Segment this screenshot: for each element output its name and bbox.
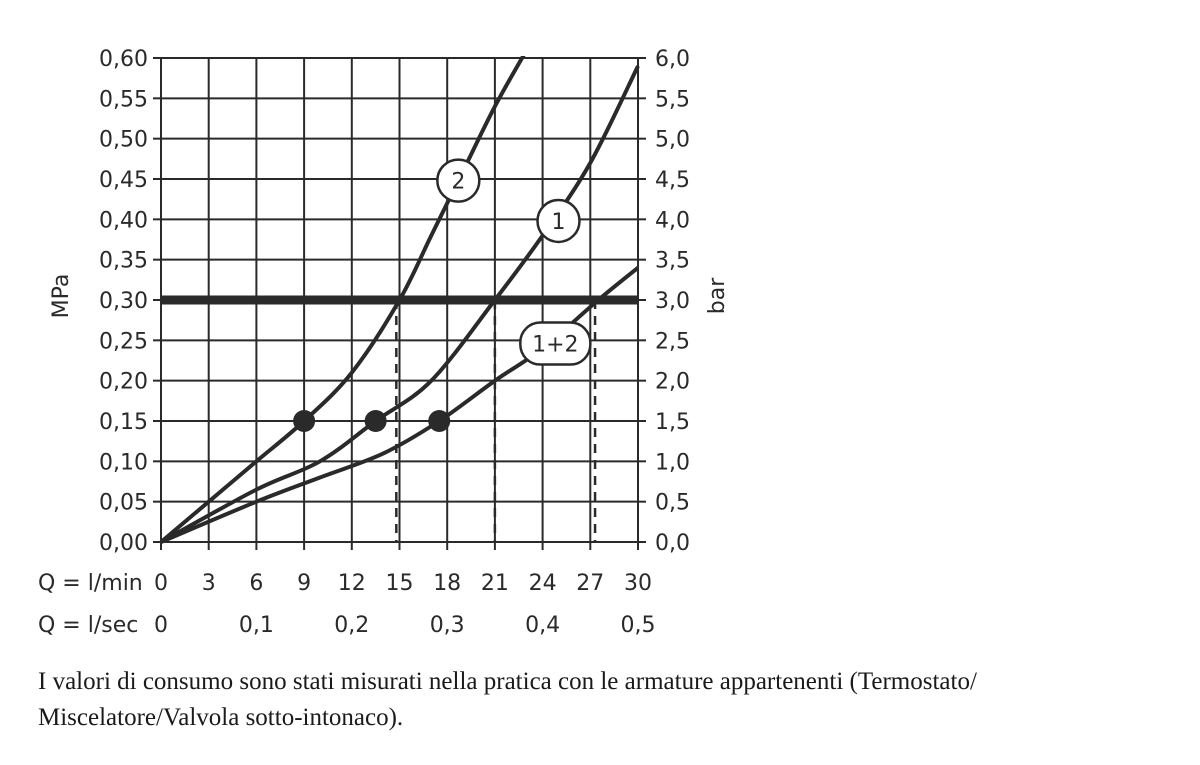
caption-text: I valori di consumo sono stati misurati … <box>38 668 977 731</box>
x-tick-label: 15 <box>386 571 414 596</box>
x-tick-label: 27 <box>576 571 604 596</box>
series-line-1 <box>160 65 640 544</box>
axis-ticks: 0,00 0,05 0,10 0,15 0,20 0,25 0,30 0,35 0,40 0,45… <box>99 47 690 556</box>
operating-point-marker <box>364 410 387 432</box>
series-label-badge <box>519 321 592 366</box>
y-right-tick-label: 2,0 <box>655 370 690 395</box>
series-label-text: 2 <box>451 170 465 195</box>
x-tick-label: 3 <box>202 571 216 596</box>
operating-point-marker <box>428 410 451 432</box>
x-tick-label: 24 <box>529 571 557 596</box>
series-labels: 2 1 1+2 <box>436 158 592 366</box>
y-left-tick-label: 0,10 <box>99 450 148 475</box>
y-left-tick-label: 0,05 <box>99 491 148 516</box>
x-tick-label: 12 <box>338 571 366 596</box>
y-right-axis-label: bar <box>705 277 730 314</box>
x-tick-label: 0,5 <box>621 613 656 638</box>
x-tick-label: 0,2 <box>334 613 369 638</box>
x-row-label: Q = l/min <box>38 571 143 596</box>
y-left-tick-label: 0,30 <box>99 289 148 314</box>
x-row-label: Q = l/sec <box>38 613 138 638</box>
y-left-tick-label: 0,20 <box>99 370 148 395</box>
series-label-badge <box>436 158 481 203</box>
markers <box>293 410 451 432</box>
y-right-tick-label: 5,0 <box>655 128 690 153</box>
y-right-tick-label: 0,5 <box>655 491 690 516</box>
operating-point-marker <box>293 410 316 432</box>
y-right-tick-label: 1,5 <box>655 410 690 435</box>
y-right-tick-label: 0,0 <box>655 531 690 556</box>
pressure-flow-chart: 0,000,050,100,150,200,250,300,350,400,45… <box>38 47 730 638</box>
y-left-tick-label: 0,35 <box>99 249 148 274</box>
y-right-tick-label: 4,5 <box>655 168 690 193</box>
y-left-tick-label: 0,60 <box>99 47 148 72</box>
y-left-tick-label: 0,25 <box>99 329 148 354</box>
y-right-tick-label: 2,5 <box>655 329 690 354</box>
y-left-tick-label: 0,45 <box>99 168 148 193</box>
y-right-tick-label: 6,0 <box>655 47 690 72</box>
y-right-tick-label: 3,5 <box>655 249 690 274</box>
x-tick-label: 0 <box>154 571 168 596</box>
y-right-tick-label: 4,0 <box>655 208 690 233</box>
x-tick-label: 0,4 <box>525 613 560 638</box>
y-right-tick-label: 3,0 <box>655 289 690 314</box>
y-left-tick-label: 0,15 <box>99 410 148 435</box>
x-tick-label: 0,3 <box>430 613 465 638</box>
x-tick-label: 0,1 <box>239 613 274 638</box>
x-tick-label: 30 <box>624 571 652 596</box>
x-tick-label: 9 <box>297 571 311 596</box>
series-label-badge <box>536 198 581 244</box>
y-right-tick-label: 1,0 <box>655 450 690 475</box>
x-tick-label: 21 <box>481 571 509 596</box>
y-left-tick-label: 0,00 <box>99 531 148 556</box>
y-left-axis-label: MPa <box>49 274 74 319</box>
series-label-text: 1 <box>552 210 566 235</box>
x-tick-label: 18 <box>433 571 461 596</box>
y-left-tick-label: 0,50 <box>99 128 148 153</box>
series-label-text: 1+2 <box>532 333 578 358</box>
series-line-2 <box>159 56 526 544</box>
x-tick-label: 6 <box>249 571 263 596</box>
x-tick-label: 0 <box>154 613 168 638</box>
y-left-tick-label: 0,55 <box>99 87 148 112</box>
y-left-tick-label: 0,40 <box>99 208 148 233</box>
axis-text: MPa bar Q = l/min 0 3 6 9 12 15 18 21 24 27 30 Q = l… <box>38 274 730 638</box>
y-right-tick-label: 5,5 <box>655 87 690 112</box>
